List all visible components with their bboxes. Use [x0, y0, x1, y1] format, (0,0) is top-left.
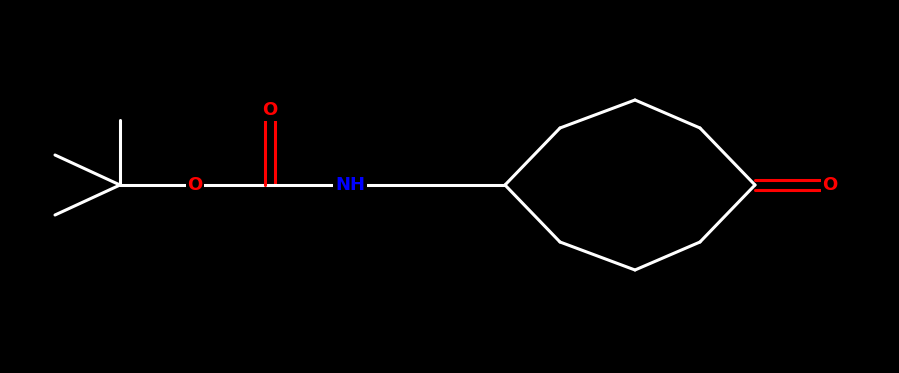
Text: O: O [187, 176, 202, 194]
Text: O: O [823, 176, 838, 194]
Text: NH: NH [335, 176, 365, 194]
Text: O: O [263, 101, 278, 119]
